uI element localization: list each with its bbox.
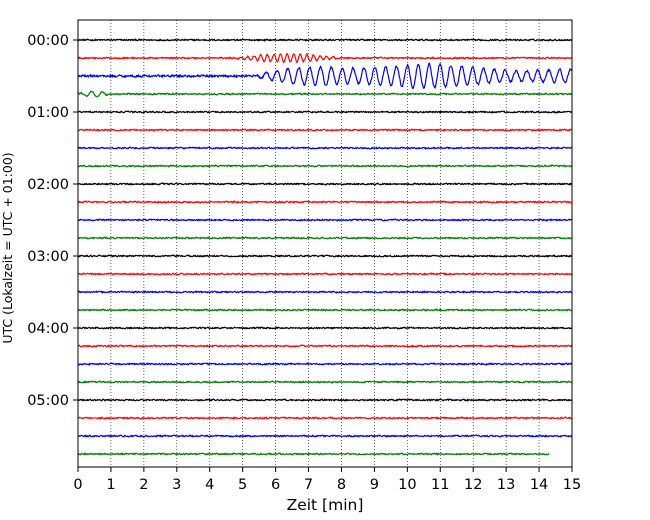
vertical-grid bbox=[110, 20, 540, 467]
x-axis-ticks: 0 1 2 3 4 5 6 7 8 9 10 11 12 13 14 15 bbox=[73, 467, 581, 493]
trace-0015 bbox=[77, 52, 573, 64]
trace-0245 bbox=[77, 236, 573, 240]
trace-0530 bbox=[77, 434, 573, 438]
x-tick-label: 14 bbox=[530, 477, 548, 493]
x-tick-label: 9 bbox=[370, 477, 379, 493]
x-tick-label: 13 bbox=[497, 477, 515, 493]
trace-0230 bbox=[77, 218, 573, 222]
trace-0315 bbox=[77, 272, 573, 276]
trace-0345 bbox=[77, 308, 573, 312]
trace-0215 bbox=[77, 200, 573, 204]
trace-0100 bbox=[77, 110, 573, 114]
x-tick-label: 15 bbox=[563, 477, 581, 493]
trace-0515 bbox=[77, 416, 573, 420]
trace-0300 bbox=[77, 254, 573, 258]
x-tick-label: 5 bbox=[238, 477, 247, 493]
trace-0545 bbox=[77, 452, 550, 456]
x-tick-label: 12 bbox=[464, 477, 482, 493]
trace-0415 bbox=[77, 344, 573, 348]
x-tick-label: 4 bbox=[205, 477, 214, 493]
y-tick-label: 04:00 bbox=[27, 321, 69, 337]
x-tick-label: 3 bbox=[172, 477, 181, 493]
trace-0445 bbox=[77, 380, 573, 384]
trace-0200 bbox=[77, 182, 573, 186]
trace-0400 bbox=[77, 326, 573, 330]
y-tick-label: 05:00 bbox=[27, 393, 69, 409]
y-tick-label: 01:00 bbox=[27, 105, 69, 121]
trace-0145 bbox=[77, 164, 573, 168]
x-tick-label: 0 bbox=[73, 477, 82, 493]
trace-0045 bbox=[77, 90, 573, 98]
x-tick-label: 10 bbox=[398, 477, 416, 493]
x-axis-label: Zeit [min] bbox=[287, 496, 364, 514]
y-tick-label: 02:00 bbox=[27, 177, 69, 193]
trace-0000 bbox=[77, 38, 573, 42]
y-tick-label: 00:00 bbox=[27, 33, 69, 49]
seismogram-traces bbox=[77, 38, 573, 456]
trace-0330 bbox=[77, 290, 573, 294]
x-tick-label: 8 bbox=[337, 477, 346, 493]
y-axis-ticks: 00:00 01:00 02:00 03:00 04:00 05:00 bbox=[27, 33, 78, 409]
plot-frame bbox=[77, 19, 573, 468]
trace-0030 bbox=[77, 62, 573, 90]
y-axis-label: UTC (Lokalzeit = UTC + 01:00) bbox=[0, 152, 15, 343]
trace-0430 bbox=[77, 362, 573, 366]
x-tick-label: 6 bbox=[271, 477, 280, 493]
x-tick-label: 11 bbox=[431, 477, 449, 493]
trace-0115 bbox=[77, 128, 573, 132]
trace-0130 bbox=[77, 146, 573, 150]
x-tick-label: 1 bbox=[106, 477, 115, 493]
trace-0500 bbox=[77, 398, 573, 402]
y-tick-label: 03:00 bbox=[27, 249, 69, 265]
x-tick-label: 7 bbox=[304, 477, 313, 493]
x-tick-label: 2 bbox=[139, 477, 148, 493]
